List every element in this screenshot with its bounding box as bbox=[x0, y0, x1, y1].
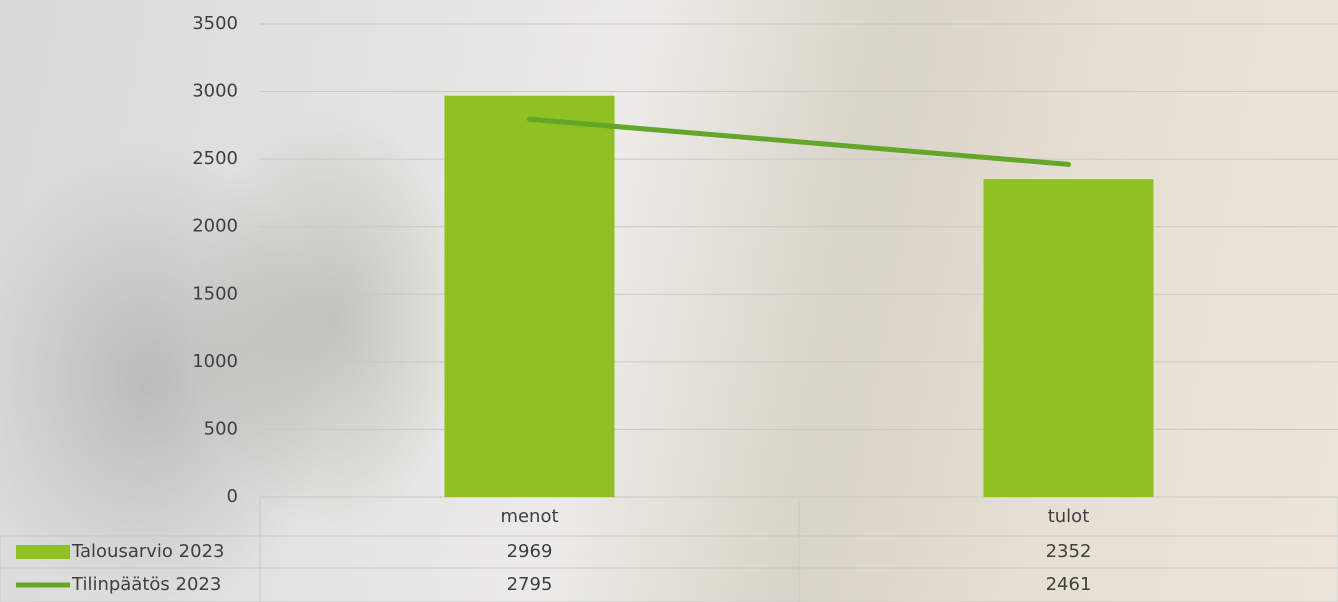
y-tick-label: 1500 bbox=[192, 283, 238, 304]
legend-label: Tilinpäätös 2023 bbox=[71, 574, 221, 595]
y-tick-label: 3500 bbox=[192, 13, 238, 34]
table-value: 2969 bbox=[507, 541, 553, 562]
table-value: 2461 bbox=[1046, 574, 1092, 595]
y-tick-label: 500 bbox=[204, 418, 238, 439]
y-tick-label: 2500 bbox=[192, 148, 238, 169]
table-value: 2795 bbox=[507, 574, 553, 595]
x-tick-label: menot bbox=[500, 506, 558, 527]
legend-key bbox=[16, 545, 70, 559]
legend-label: Talousarvio 2023 bbox=[71, 541, 224, 562]
y-tick-label: 2000 bbox=[192, 216, 238, 237]
bar bbox=[983, 179, 1154, 498]
bar bbox=[444, 95, 615, 497]
table-value: 2352 bbox=[1046, 541, 1092, 562]
y-tick-label: 0 bbox=[227, 486, 238, 507]
y-tick-label: 3000 bbox=[192, 81, 238, 102]
x-tick-label: tulot bbox=[1048, 506, 1090, 527]
y-tick-label: 1000 bbox=[192, 351, 238, 372]
line bbox=[527, 116, 1071, 167]
